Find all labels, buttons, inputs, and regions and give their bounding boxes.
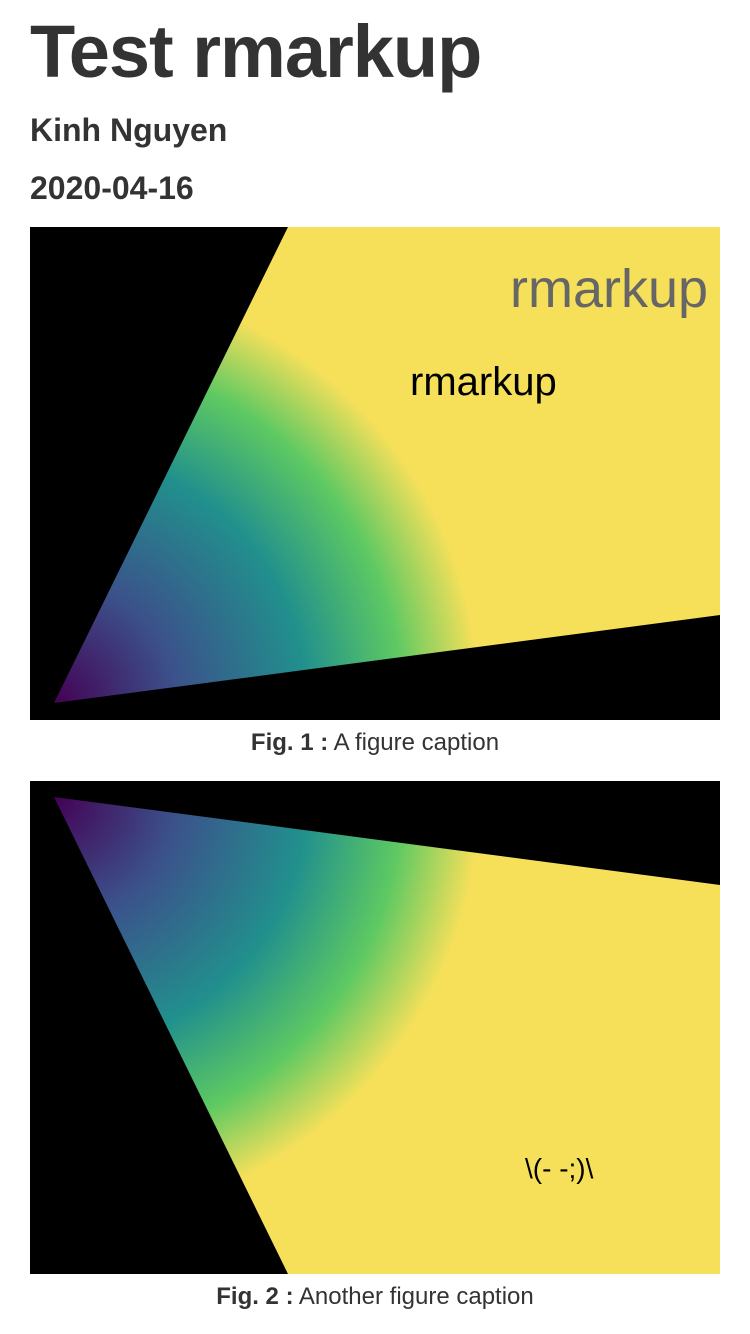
figure-2-label: \(- -;)\	[525, 1153, 594, 1184]
figure-1: rmarkup rmarkup	[30, 227, 720, 720]
figure-2-number: Fig. 2 :	[216, 1283, 294, 1310]
figure-1-number: Fig. 1 :	[250, 729, 329, 756]
figure-2-caption-text: Another figure caption	[298, 1283, 534, 1310]
figure-2-gradient-wedge	[54, 797, 720, 1274]
figure-2-caption: Fig. 2 : Another figure caption	[0, 1282, 750, 1312]
figure-1-small-label: rmarkup	[410, 360, 557, 404]
figure-2-plot: \(- -;)\	[30, 781, 720, 1274]
figure-1-large-label: rmarkup	[510, 259, 708, 319]
document-title: Test rmarkup	[30, 10, 482, 93]
figure-2: \(- -;)\	[30, 781, 720, 1274]
document-date: 2020-04-16	[30, 170, 194, 206]
figure-1-caption-text: A figure caption	[333, 729, 500, 756]
figure-1-gradient-wedge	[54, 227, 720, 703]
figure-1-plot: rmarkup rmarkup	[30, 227, 720, 720]
figure-1-caption: Fig. 1 : A figure caption	[0, 728, 750, 758]
document-author: Kinh Nguyen	[30, 112, 228, 148]
